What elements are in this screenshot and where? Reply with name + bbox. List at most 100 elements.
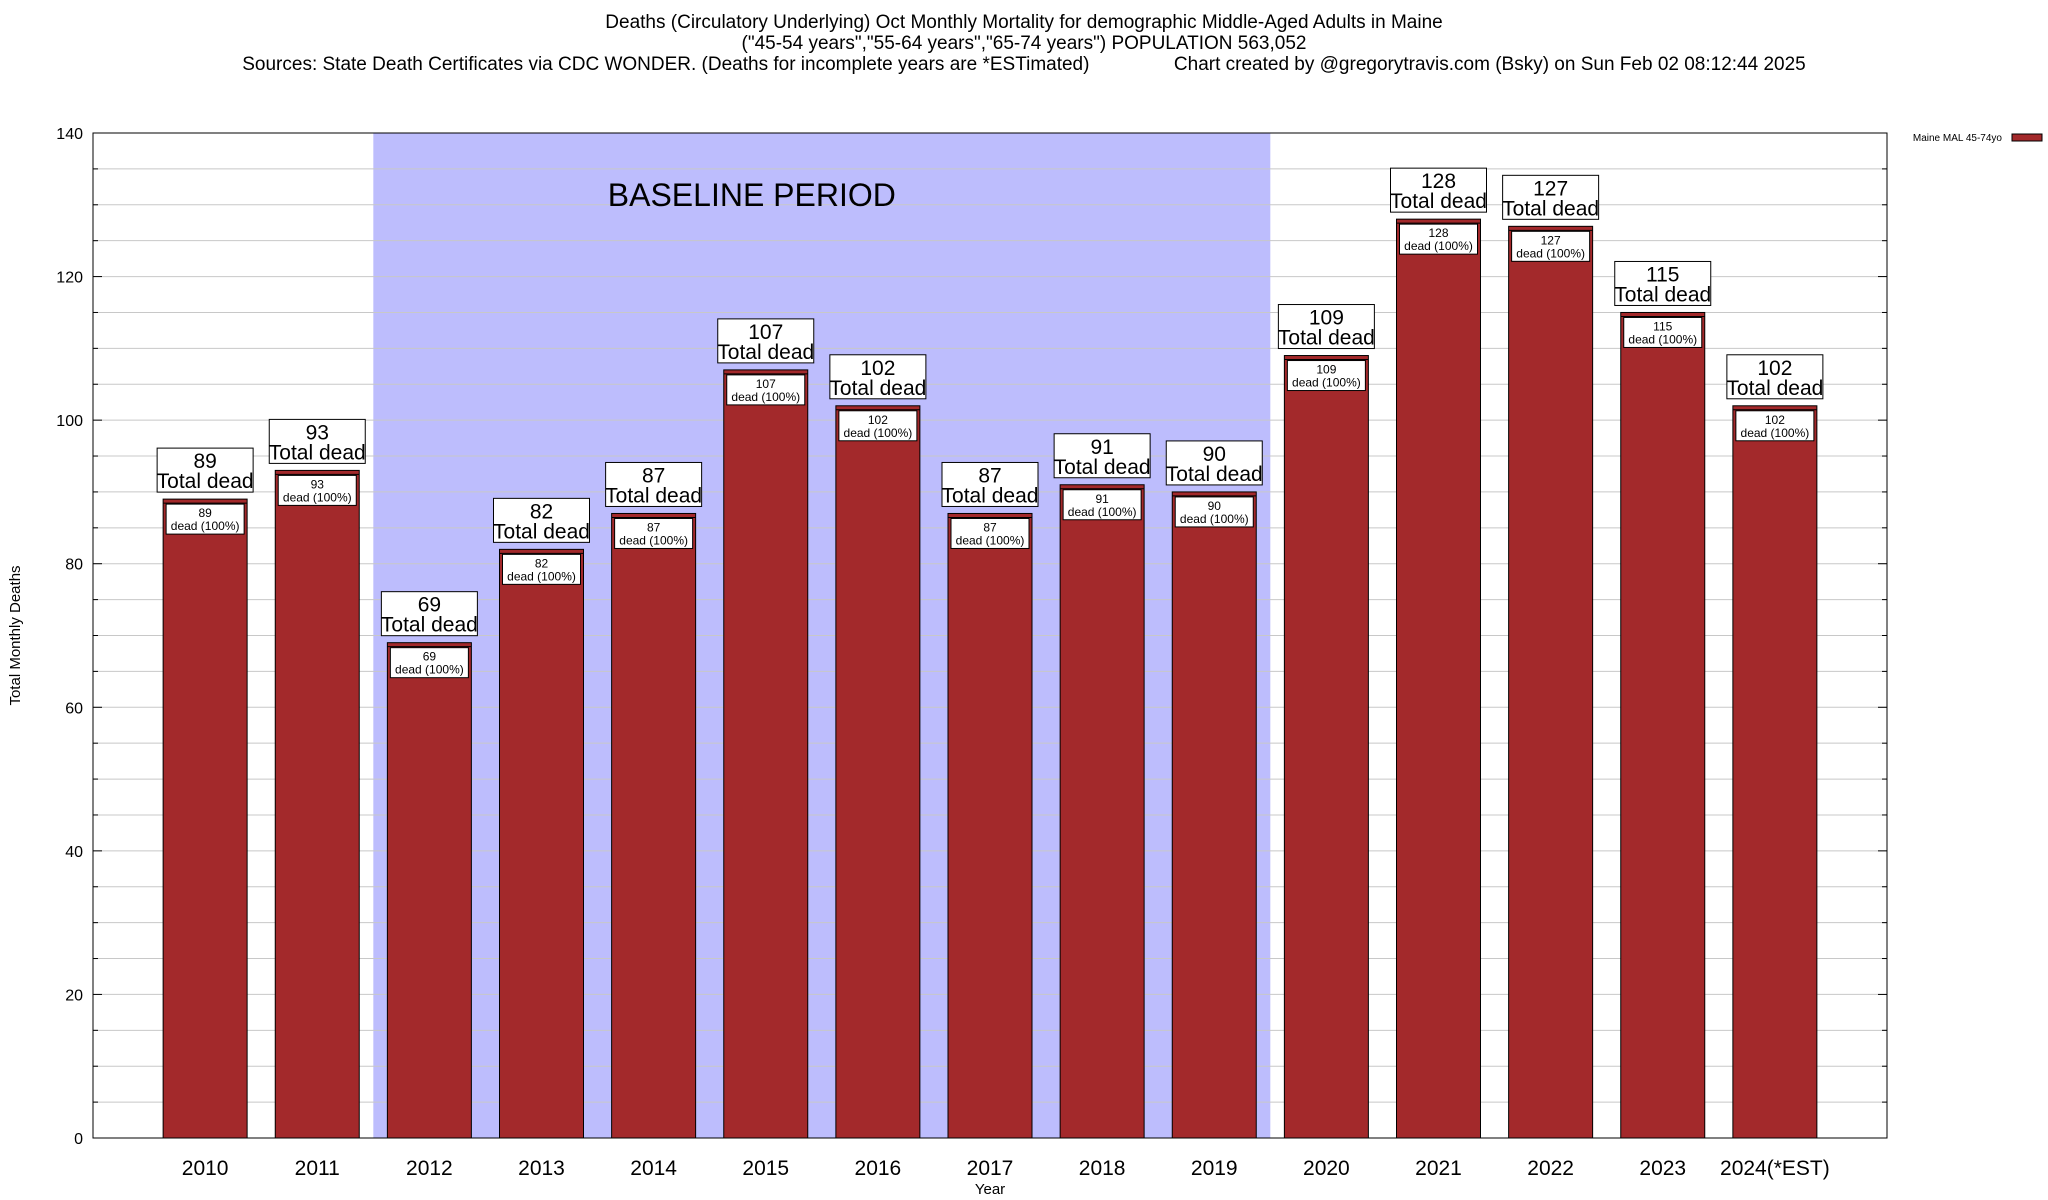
inner-value-label: 109 (1316, 363, 1336, 377)
outer-value-label: 69 (418, 594, 441, 617)
bar (1283, 355, 1369, 1139)
x-axis-label: Year (975, 1181, 1005, 1198)
outer-value-label: 102 (860, 357, 895, 380)
inner-value-label: 91 (1095, 492, 1109, 506)
x-tick-label: 2017 (967, 1157, 1014, 1180)
outer-total-label: Total dead (717, 341, 814, 364)
inner-dead-label: dead (100%) (395, 663, 464, 677)
outer-value-label: 128 (1421, 170, 1456, 193)
outer-label-box (380, 591, 478, 637)
x-tick-label: 2011 (295, 1157, 340, 1180)
x-tick-label: 2013 (518, 1157, 565, 1180)
inner-value-label: 69 (423, 650, 437, 664)
inner-value-label: 102 (1765, 413, 1785, 427)
inner-label-box (1623, 316, 1703, 348)
inner-label-box (1735, 410, 1815, 442)
chart-titles: Deaths (Circulatory Underlying) Oct Mont… (0, 12, 2048, 75)
bar (1171, 491, 1257, 1139)
inner-dead-label: dead (100%) (1404, 239, 1473, 253)
outer-value-label: 107 (748, 321, 783, 344)
inner-value-label: 93 (311, 477, 325, 491)
inner-label-box (277, 474, 357, 506)
legend-label: Maine MAL 45-74yo (1913, 133, 2003, 144)
bar (1508, 225, 1594, 1139)
title-line-2: ("45-54 years","55-64 years","65-74 year… (741, 33, 1307, 54)
outer-label-box (1390, 167, 1487, 213)
inner-label-box (950, 517, 1030, 549)
y-tick-label: 40 (65, 844, 83, 861)
outer-total-label: Total dead (1390, 190, 1487, 213)
y-axis-label: Total Monthly Deaths (7, 565, 24, 705)
outer-total-label: Total dead (269, 441, 366, 464)
bar (386, 642, 472, 1139)
inner-dead-label: dead (100%) (507, 569, 576, 583)
inner-value-label: 102 (868, 413, 888, 427)
bar (947, 512, 1033, 1139)
bar (835, 405, 921, 1139)
y-tick-label: 20 (65, 987, 83, 1004)
inner-label-box (1399, 223, 1478, 255)
inner-label-box (614, 517, 694, 549)
outer-total-label: Total dead (1166, 463, 1263, 486)
inner-dead-label: dead (100%) (1628, 332, 1697, 346)
inner-label-box (165, 503, 245, 535)
outer-total-label: Total dead (1278, 327, 1375, 350)
outer-label-box (493, 497, 590, 543)
inner-dead-label: dead (100%) (1068, 505, 1137, 519)
outer-total-label: Total dead (942, 484, 1039, 507)
outer-value-label: 90 (1203, 443, 1226, 466)
x-tick-label: 2015 (742, 1157, 789, 1180)
outer-value-label: 91 (1090, 436, 1113, 459)
bar (1620, 311, 1706, 1139)
inner-value-label: 127 (1541, 233, 1561, 247)
bar (499, 548, 584, 1139)
inner-dead-label: dead (100%) (1180, 512, 1249, 526)
outer-total-label: Total dead (381, 614, 478, 637)
inner-label-box (502, 553, 581, 585)
outer-label-box (717, 318, 815, 364)
outer-value-label: 127 (1533, 177, 1568, 200)
x-tick-label: 2019 (1191, 1157, 1238, 1180)
title-line-1: Deaths (Circulatory Underlying) Oct Mont… (605, 12, 1443, 33)
inner-label-box (1286, 360, 1366, 392)
inner-value-label: 128 (1428, 226, 1448, 240)
y-tick-label: 60 (65, 700, 83, 717)
outer-value-label: 87 (978, 464, 1001, 487)
inner-dead-label: dead (100%) (1741, 426, 1810, 440)
x-tick-label: 2022 (1527, 1157, 1574, 1180)
inner-label-box (389, 647, 469, 679)
outer-value-label: 115 (1646, 263, 1679, 286)
outer-label-box (1053, 433, 1151, 479)
x-tick-label: 2014 (630, 1157, 677, 1180)
x-tick-label: 2023 (1639, 1157, 1686, 1180)
inner-label-box (726, 374, 806, 406)
bar (274, 469, 360, 1139)
outer-label-box (1614, 260, 1712, 306)
bar (723, 369, 809, 1139)
outer-label-box (268, 418, 366, 464)
outer-label-box (1726, 354, 1824, 400)
x-tick-label: 2010 (182, 1157, 229, 1180)
outer-label-box (605, 461, 703, 507)
outer-label-box (156, 447, 254, 493)
plot-border (92, 132, 1888, 1139)
legend-swatch (2011, 133, 2043, 142)
inner-dead-label: dead (100%) (619, 533, 688, 547)
y-tick-label: 100 (56, 413, 83, 430)
y-tick-label: 140 (56, 126, 83, 143)
outer-label-box (829, 354, 927, 400)
outer-total-label: Total dead (157, 470, 254, 493)
inner-value-label: 89 (198, 506, 212, 520)
outer-value-label: 93 (306, 421, 329, 444)
inner-label-box (1174, 496, 1254, 528)
y-tick-label: 120 (56, 270, 83, 287)
x-tick-label: 2020 (1303, 1157, 1350, 1180)
inner-dead-label: dead (100%) (844, 426, 913, 440)
y-tick-label: 80 (65, 557, 83, 574)
inner-label-box (1062, 489, 1142, 521)
outer-total-label: Total dead (829, 377, 926, 400)
y-tick-label: 0 (74, 1131, 83, 1148)
outer-label-box (941, 461, 1039, 507)
inner-dead-label: dead (100%) (1292, 376, 1361, 390)
outer-total-label: Total dead (1502, 197, 1599, 220)
